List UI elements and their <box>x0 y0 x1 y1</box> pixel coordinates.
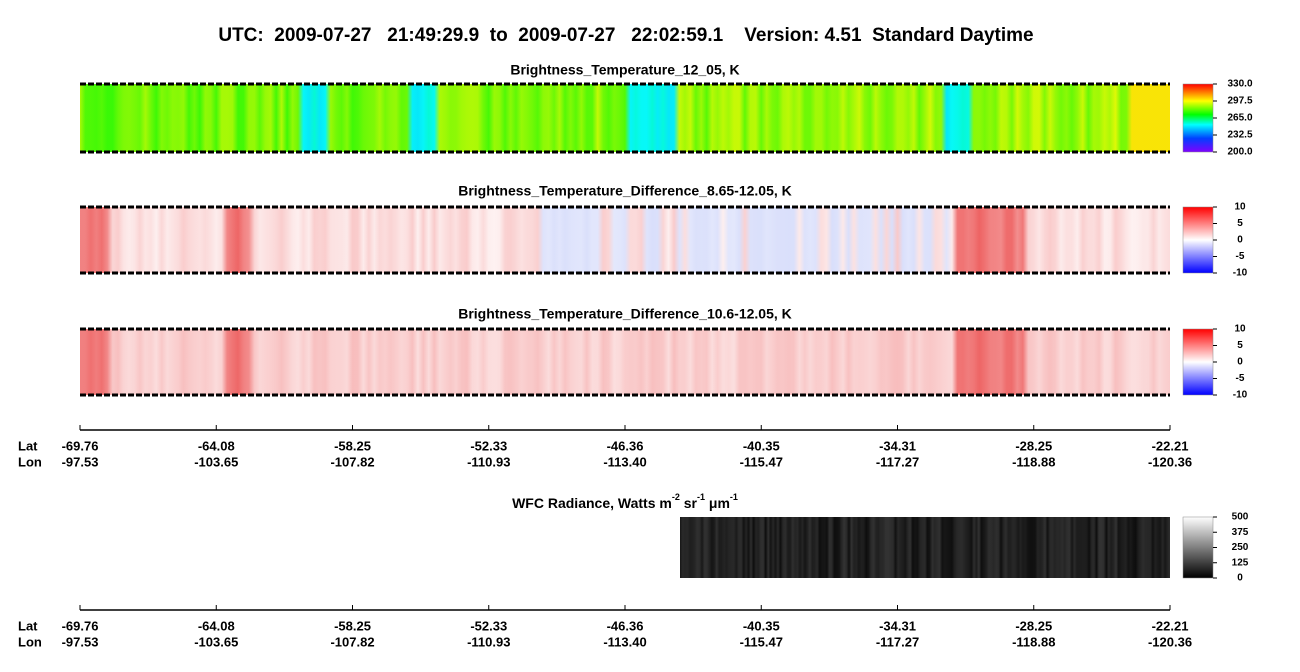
lat-tick-label: -52.33 <box>470 438 507 453</box>
colorbar-tick-label: -10 <box>1233 390 1248 401</box>
lat-tick-label: -34.31 <box>879 438 916 453</box>
colorbar-tick-label: 250 <box>1232 542 1249 553</box>
colorbar <box>1182 328 1214 396</box>
colorbar-tick-label: 297.5 <box>1227 96 1252 107</box>
lat-tick-label: -52.33 <box>470 618 507 633</box>
lat-tick-label: -28.25 <box>1015 618 1052 633</box>
colorbar-tick-label: -10 <box>1233 268 1248 279</box>
lon-tick-label: -120.36 <box>1148 454 1192 469</box>
lon-tick-label: -103.65 <box>194 454 238 469</box>
colorbar-tick-label: 500 <box>1232 512 1249 523</box>
panel-title: Brightness_Temperature_Difference_8.65-1… <box>458 183 792 199</box>
colorbar-tick-label: 330.0 <box>1227 79 1252 90</box>
lon-label: Lon <box>18 454 42 469</box>
lon-tick-label: -117.27 <box>876 634 919 649</box>
lat-tick-label: -22.21 <box>1152 618 1189 633</box>
lat-tick-label: -22.21 <box>1152 438 1189 453</box>
colorbar-tick-label: 200.0 <box>1227 147 1252 158</box>
lat-tick-label: -64.08 <box>198 438 235 453</box>
colorbar-tick-label: -5 <box>1236 251 1245 262</box>
colorbar-tick-label: 10 <box>1234 324 1246 335</box>
figure-title: UTC: 2009-07-27 21:49:29.9 to 2009-07-27… <box>218 25 1033 46</box>
colorbar-tick-label: 265.0 <box>1227 113 1252 124</box>
swath-image <box>80 329 1170 395</box>
colorbar-tick-label: 375 <box>1232 527 1249 538</box>
lat-tick-label: -40.35 <box>743 438 780 453</box>
lat-tick-label: -58.25 <box>334 618 371 633</box>
lon-tick-label: -107.82 <box>330 634 374 649</box>
swath-image <box>80 207 1170 273</box>
lon-tick-label: -107.82 <box>330 454 374 469</box>
swath-image <box>680 517 1170 578</box>
title-part: WFC Radiance, Watts m <box>512 495 672 511</box>
colorbar <box>1182 206 1214 274</box>
panel-title: WFC Radiance, Watts m-2 sr-1 μm-1 <box>512 492 738 510</box>
title-part: -1 <box>730 492 738 502</box>
lat-tick-label: -58.25 <box>334 438 371 453</box>
colorbar-tick-label: 232.5 <box>1227 130 1252 141</box>
lon-tick-label: -120.36 <box>1148 634 1192 649</box>
lat-tick-label: -40.35 <box>743 618 780 633</box>
title-part: μm <box>705 495 730 511</box>
lon-tick-label: -113.40 <box>603 634 646 649</box>
lon-label: Lon <box>18 634 42 649</box>
lat-tick-label: -46.36 <box>607 618 644 633</box>
title-part: -2 <box>672 492 680 502</box>
panel-title: Brightness_Temperature_12_05, K <box>510 62 739 78</box>
lon-tick-label: -118.88 <box>1012 634 1055 649</box>
lon-tick-label: -115.47 <box>740 454 783 469</box>
lon-tick-label: -110.93 <box>467 634 510 649</box>
title-part: -1 <box>697 492 705 502</box>
colorbar <box>1182 83 1214 153</box>
title-part: sr <box>680 495 698 511</box>
lon-tick-label: -97.53 <box>62 454 99 469</box>
colorbar-tick-label: 0 <box>1237 573 1243 584</box>
lon-tick-label: -117.27 <box>876 454 919 469</box>
colorbar-tick-label: 10 <box>1234 202 1246 213</box>
lon-tick-label: -118.88 <box>1012 454 1055 469</box>
colorbar-tick-label: 5 <box>1237 218 1243 229</box>
lon-tick-label: -115.47 <box>740 634 783 649</box>
swath-image <box>80 84 1170 152</box>
lat-tick-label: -69.76 <box>62 438 99 453</box>
colorbar-tick-label: 125 <box>1232 557 1249 568</box>
lat-label: Lat <box>18 618 38 633</box>
panel-title: Brightness_Temperature_Difference_10.6-1… <box>458 306 792 322</box>
colorbar-tick-label: 0 <box>1237 357 1243 368</box>
lon-tick-label: -103.65 <box>194 634 238 649</box>
lat-tick-label: -28.25 <box>1015 438 1052 453</box>
colorbar-tick-label: 0 <box>1237 235 1243 246</box>
colorbar <box>1182 516 1214 579</box>
lon-tick-label: -110.93 <box>467 454 510 469</box>
lon-tick-label: -113.40 <box>603 454 646 469</box>
lat-tick-label: -46.36 <box>607 438 644 453</box>
colorbar-tick-label: -5 <box>1236 373 1245 384</box>
lat-tick-label: -34.31 <box>879 618 916 633</box>
lat-tick-label: -64.08 <box>198 618 235 633</box>
lat-label: Lat <box>18 438 38 453</box>
colorbar-tick-label: 5 <box>1237 340 1243 351</box>
lat-tick-label: -69.76 <box>62 618 99 633</box>
lon-tick-label: -97.53 <box>62 634 99 649</box>
